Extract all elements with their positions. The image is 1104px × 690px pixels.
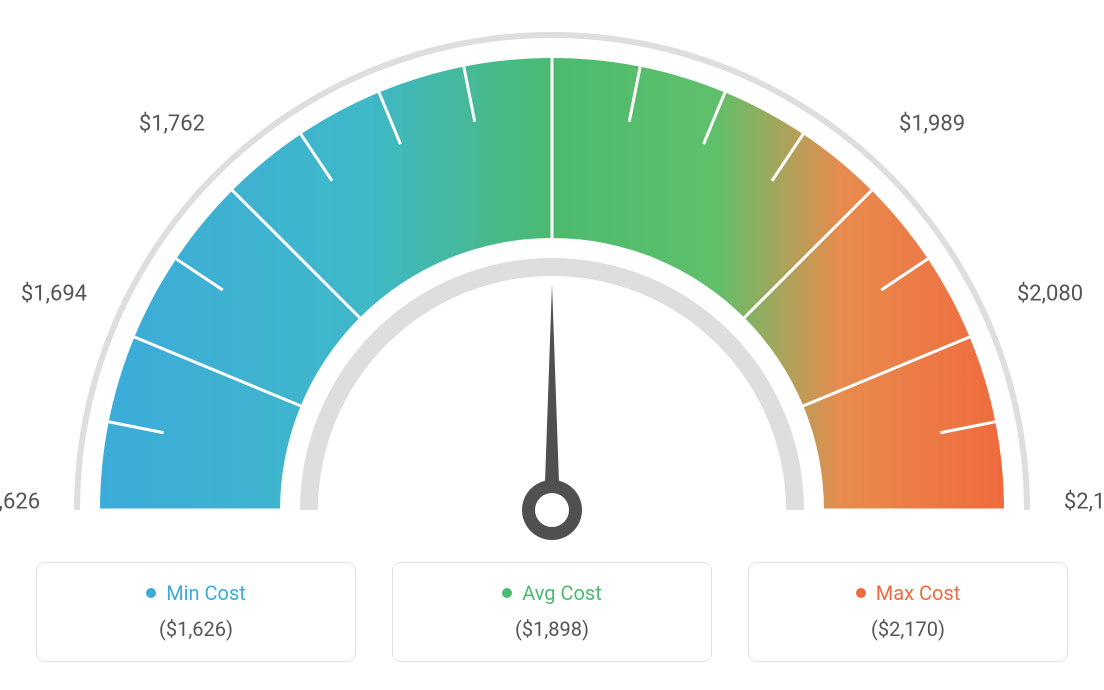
gauge-tick-label: $1,989 (899, 111, 965, 136)
gauge-tick-label: $2,080 (1017, 282, 1083, 307)
cost-gauge-chart: $1,626$1,694$1,762$1,898$1,989$2,080$2,1… (42, 20, 1062, 540)
legend-text-min: Min Cost (166, 581, 246, 605)
legend-label-avg: Avg Cost (502, 581, 602, 605)
legend-value-avg: ($1,898) (393, 617, 711, 641)
legend-row: Min Cost ($1,626) Avg Cost ($1,898) Max … (36, 562, 1068, 662)
legend-dot-avg (502, 588, 512, 598)
gauge-tick-label: $1,626 (0, 490, 40, 515)
gauge-svg (42, 20, 1062, 560)
legend-card-max: Max Cost ($2,170) (748, 562, 1068, 662)
legend-label-max: Max Cost (856, 581, 961, 605)
legend-dot-min (146, 588, 156, 598)
legend-text-max: Max Cost (876, 581, 961, 605)
legend-value-min: ($1,626) (37, 617, 355, 641)
gauge-tick-label: $2,170 (1064, 490, 1104, 515)
legend-label-min: Min Cost (146, 581, 246, 605)
legend-card-min: Min Cost ($1,626) (36, 562, 356, 662)
legend-dot-max (856, 588, 866, 598)
gauge-tick-label: $1,762 (139, 111, 205, 136)
legend-card-avg: Avg Cost ($1,898) (392, 562, 712, 662)
legend-value-max: ($2,170) (749, 617, 1067, 641)
legend-text-avg: Avg Cost (522, 581, 602, 605)
gauge-tick-label: $1,694 (21, 282, 87, 307)
